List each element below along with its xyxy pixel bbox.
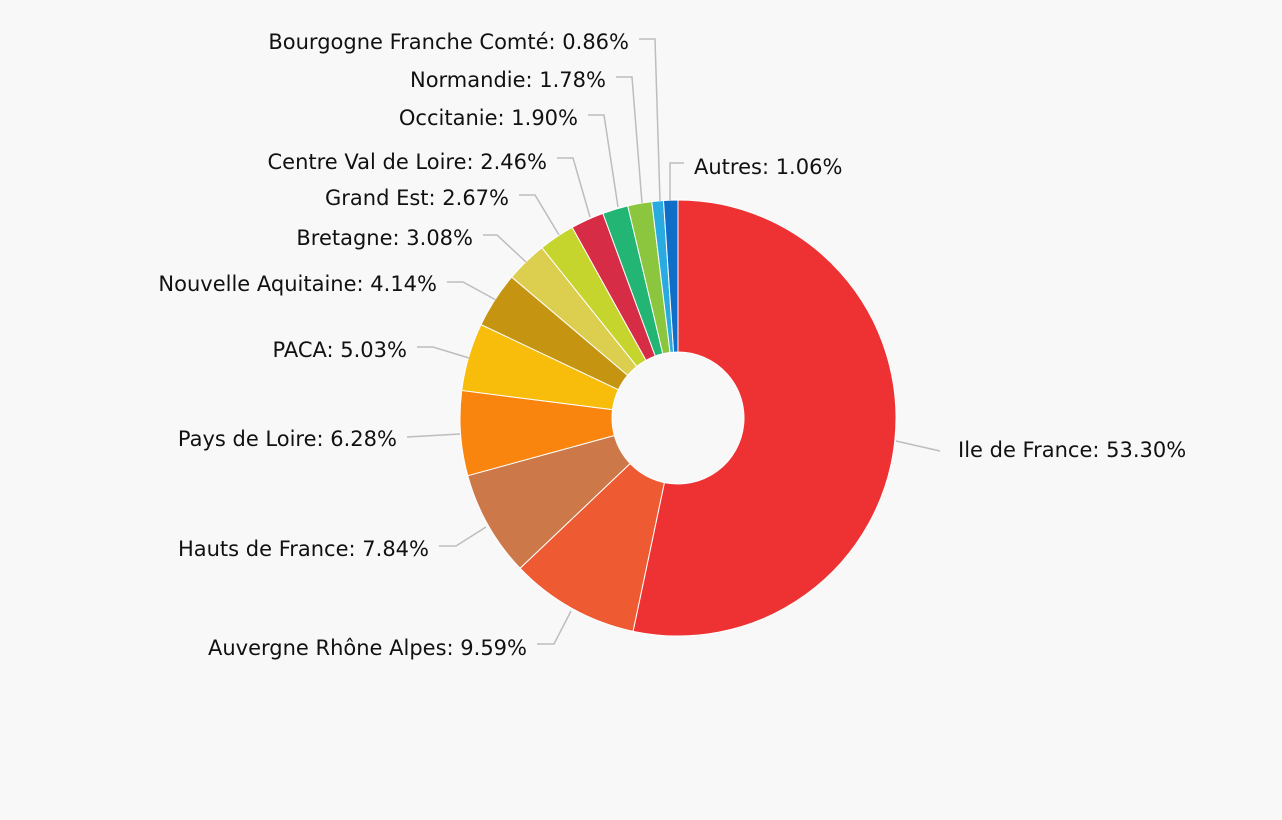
connector-auvergne-rhone-alpes bbox=[537, 610, 572, 645]
connector-normandie bbox=[616, 76, 643, 204]
slice-ile-de-france[interactable] bbox=[632, 199, 897, 637]
connector-paca bbox=[417, 346, 470, 359]
label-pays-de-loire: Pays de Loire: 6.28% bbox=[178, 427, 397, 451]
label-bourgogne-franche-comte: Bourgogne Franche Comté: 0.86% bbox=[268, 30, 629, 54]
label-autres: Autres: 1.06% bbox=[694, 155, 842, 179]
slice-auvergne-rhone-alpes[interactable] bbox=[519, 462, 665, 632]
connector-grand-est bbox=[519, 194, 560, 236]
connector-pays-de-loire bbox=[406, 433, 461, 438]
connector-centre-val-de-loire bbox=[557, 157, 591, 218]
label-occitanie: Occitanie: 1.90% bbox=[399, 106, 578, 130]
label-bretagne: Bretagne: 3.08% bbox=[296, 226, 473, 250]
labels-layer: Ile de France: 53.30% Auvergne Rhône Alpe… bbox=[158, 30, 1186, 660]
label-normandie: Normandie: 1.78% bbox=[410, 68, 606, 92]
slices-layer bbox=[459, 199, 897, 637]
connector-ile-de-france bbox=[895, 440, 941, 452]
label-paca: PACA: 5.03% bbox=[273, 338, 407, 362]
connector-bourgogne-franche-comte bbox=[639, 38, 661, 202]
label-centre-val-de-loire: Centre Val de Loire: 2.46% bbox=[267, 150, 547, 174]
connector-bretagne bbox=[483, 234, 527, 263]
label-hauts-de-france: Hauts de France: 7.84% bbox=[178, 537, 429, 561]
connector-autres bbox=[669, 162, 684, 201]
slice-autres[interactable] bbox=[662, 199, 679, 353]
connector-hauts-de-france bbox=[439, 526, 487, 547]
connectors-layer bbox=[406, 38, 941, 645]
label-auvergne-rhone-alpes: Auvergne Rhône Alpes: 9.59% bbox=[208, 636, 527, 660]
connector-occitanie bbox=[588, 114, 619, 208]
label-nouvelle-aquitaine: Nouvelle Aquitaine: 4.14% bbox=[158, 272, 437, 296]
connector-nouvelle-aquitaine bbox=[447, 281, 497, 301]
label-grand-est: Grand Est: 2.67% bbox=[325, 186, 509, 210]
label-ile-de-france: Ile de France: 53.30% bbox=[958, 438, 1186, 462]
